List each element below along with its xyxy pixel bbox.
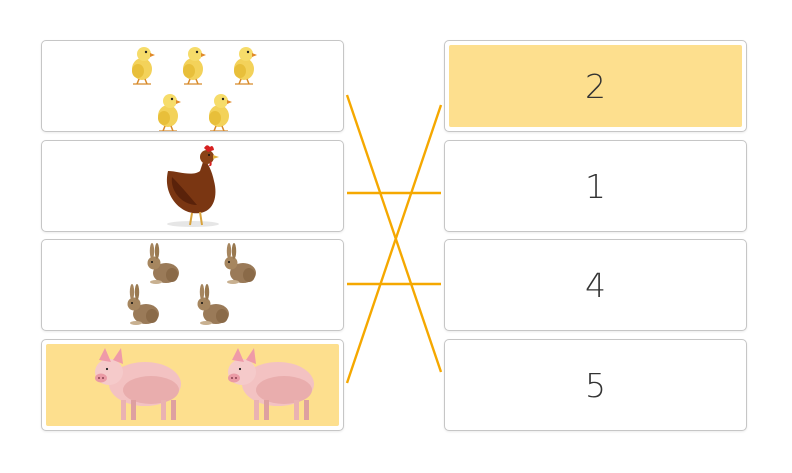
chick-icon [131, 46, 258, 131]
connector-chicks-to-5 [345, 94, 443, 373]
rabbit-icon [127, 243, 256, 325]
connector-pigs-to-2 [345, 104, 443, 384]
left-card-hen[interactable] [41, 140, 344, 232]
pig-icon [95, 348, 314, 420]
number-label: 2 [585, 66, 606, 106]
number-label: 4 [585, 265, 606, 305]
number-label: 5 [585, 365, 606, 405]
left-card-pigs[interactable] [41, 339, 344, 431]
right-card-3[interactable]: 5 [444, 339, 747, 431]
left-card-rabbits[interactable] [41, 239, 344, 331]
hen-icon [166, 145, 219, 227]
left-card-chicks[interactable] [41, 40, 344, 132]
right-card-1[interactable]: 1 [444, 140, 747, 232]
right-card-0[interactable]: 2 [444, 40, 747, 132]
number-label: 1 [585, 166, 606, 206]
right-card-2[interactable]: 4 [444, 239, 747, 331]
